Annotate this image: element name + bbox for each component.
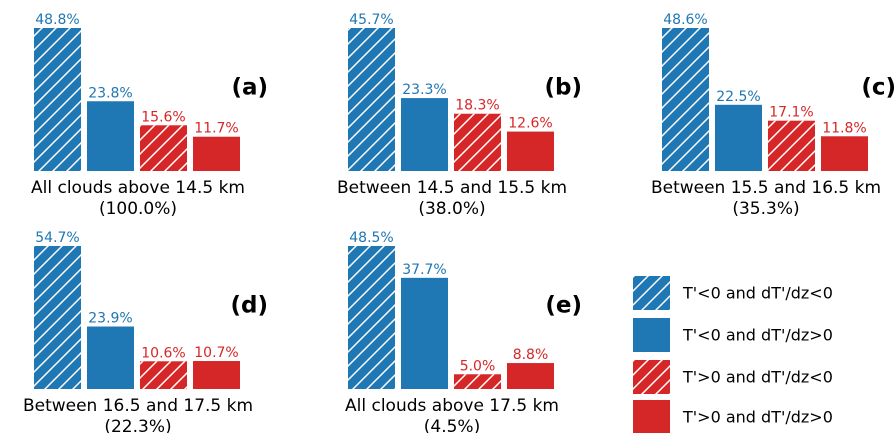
value-label: 11.7% (194, 121, 238, 137)
legend-label: T'>0 and dT'/dz<0 (682, 368, 833, 387)
x-axis-label: (22.3%) (104, 417, 171, 433)
legend-label: T'<0 and dT'/dz>0 (682, 326, 833, 345)
legend-swatch-hatch (633, 276, 670, 310)
value-label: 23.9% (88, 311, 132, 327)
legend-swatch-hatch (633, 360, 670, 394)
bar-hatch (768, 120, 815, 171)
panel-label: (c) (861, 75, 894, 101)
bar-hatch (140, 361, 187, 389)
x-axis-label: (38.0%) (418, 199, 485, 219)
bar-hatch (348, 28, 395, 171)
bar (401, 277, 448, 389)
value-label: 23.8% (88, 85, 132, 101)
x-axis-label: (35.3%) (732, 199, 799, 219)
value-label: 8.8% (513, 347, 549, 363)
legend-swatch (633, 400, 670, 433)
bar-hatch (34, 28, 81, 171)
value-label: 37.7% (402, 262, 446, 278)
legend-label: T'>0 and dT'/dz>0 (682, 408, 833, 427)
value-label: 48.8% (35, 12, 79, 28)
value-label: 11.8% (822, 120, 866, 136)
value-label: 48.5% (349, 230, 393, 246)
x-axis-label: (4.5%) (424, 417, 480, 433)
value-label: 18.3% (455, 98, 499, 114)
value-label: 54.7% (35, 230, 79, 246)
bar (401, 98, 448, 171)
bar-hatch (454, 113, 501, 171)
bar (193, 361, 240, 389)
panel-label: (d) (231, 293, 269, 319)
value-label: 48.6% (663, 12, 707, 28)
bar (715, 104, 762, 171)
value-label: 10.6% (141, 345, 185, 361)
x-axis-label: Between 14.5 and 15.5 km (337, 178, 567, 198)
panel-label: (b) (545, 75, 583, 101)
bar-hatch (34, 246, 81, 389)
x-axis-label: (100.0%) (99, 199, 177, 219)
bar (87, 326, 134, 389)
value-label: 12.6% (508, 116, 552, 132)
legend-label: T'<0 and dT'/dz<0 (682, 284, 833, 303)
value-label: 23.3% (402, 82, 446, 98)
bar (507, 363, 554, 389)
legend-swatch (633, 318, 670, 352)
bar (87, 101, 134, 171)
bar-hatch (454, 374, 501, 389)
value-label: 10.7% (194, 345, 238, 361)
x-axis-label: All clouds above 14.5 km (31, 178, 245, 198)
x-axis-label: All clouds above 17.5 km (345, 396, 559, 416)
bar (193, 136, 240, 171)
panel-label: (e) (545, 293, 582, 319)
value-label: 5.0% (460, 358, 496, 374)
value-label: 15.6% (141, 109, 185, 125)
bar-hatch (140, 125, 187, 171)
value-label: 17.1% (769, 105, 813, 121)
x-axis-label: Between 15.5 and 16.5 km (651, 178, 881, 198)
bar-hatch (348, 246, 395, 389)
x-axis-label: Between 16.5 and 17.5 km (23, 396, 253, 416)
value-label: 22.5% (716, 89, 760, 105)
panel-label: (a) (231, 75, 268, 101)
bar-hatch (662, 28, 709, 171)
bar (507, 131, 554, 171)
value-label: 45.7% (349, 12, 393, 28)
bar (821, 136, 868, 171)
